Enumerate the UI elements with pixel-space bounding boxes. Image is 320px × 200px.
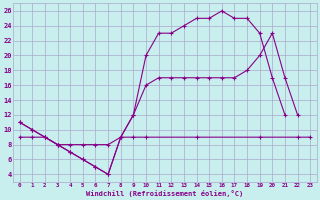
X-axis label: Windchill (Refroidissement éolien,°C): Windchill (Refroidissement éolien,°C): [86, 190, 244, 197]
